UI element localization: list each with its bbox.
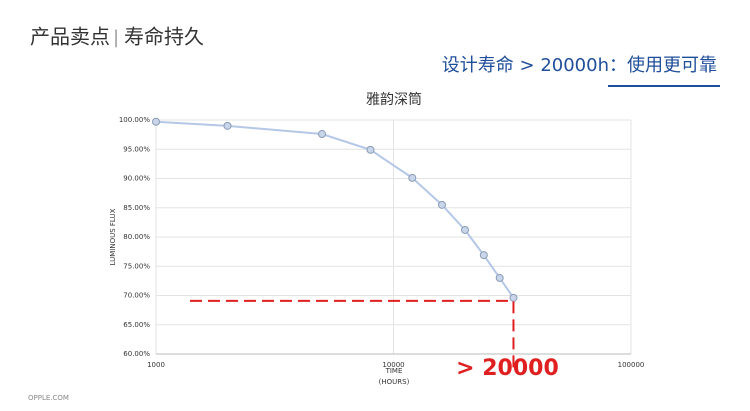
marker <box>318 130 327 139</box>
y-axis-label: LUMINOUS FLUX <box>109 208 117 265</box>
line <box>155 120 515 299</box>
marker <box>366 145 375 154</box>
marker <box>408 173 417 182</box>
y-tick-label: 75.00% <box>123 262 150 270</box>
y-tick-label: 80.00% <box>123 233 150 241</box>
y-tick-label: 60.00% <box>123 350 150 358</box>
marker <box>460 225 469 234</box>
marker <box>509 293 518 302</box>
marker <box>223 121 232 130</box>
footer: OPPLE.COM <box>28 394 69 402</box>
x-tick-label: 100000 <box>618 361 645 369</box>
marker <box>479 251 488 260</box>
threshold-line <box>190 299 515 370</box>
x-axis-label: TIME <box>385 367 403 375</box>
separator: | <box>113 27 119 48</box>
y-tick-label: 65.00% <box>123 321 150 329</box>
y-tick-label: 90.00% <box>123 175 150 183</box>
marker <box>152 117 160 126</box>
marker <box>495 273 504 282</box>
section-title: 产品卖点 <box>30 25 110 49</box>
y-tick-label: 100.00% <box>119 116 150 124</box>
annotation: > 20000 <box>456 356 559 381</box>
y-tick-label: 85.00% <box>123 204 150 212</box>
x-axis-unit: (HOURS) <box>379 378 410 386</box>
page-title: 寿命持久 <box>124 25 204 49</box>
y-tick-label: 70.00% <box>123 292 150 300</box>
y-tick-label: 95.00% <box>123 145 150 153</box>
x-tick-label: 1000 <box>147 361 165 369</box>
x-tick-label: 10000 <box>382 361 404 369</box>
claim: 设计寿命 > 20000h：使用更可靠 <box>442 55 717 76</box>
chart-title: 雅韵深筒 <box>366 91 422 108</box>
marker <box>437 200 446 209</box>
